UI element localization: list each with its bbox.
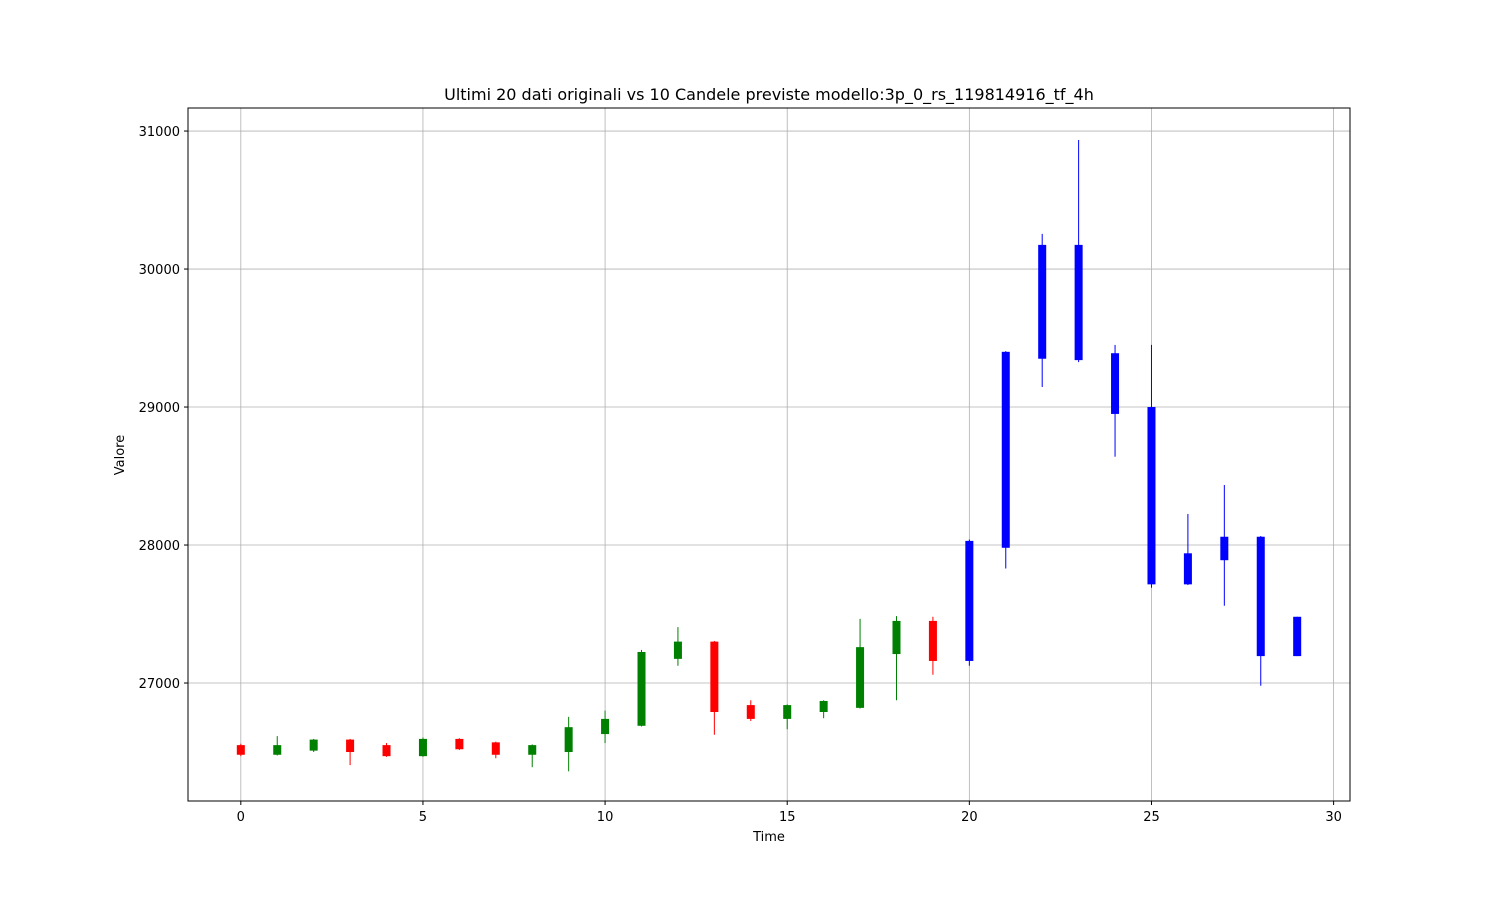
x-axis-label: Time bbox=[752, 830, 785, 845]
y-tick-label: 31000 bbox=[139, 125, 180, 140]
candle-body bbox=[491, 742, 500, 755]
candle-body bbox=[418, 738, 427, 757]
candle-body bbox=[1111, 353, 1120, 414]
candle-body bbox=[382, 745, 391, 757]
candle-body bbox=[1074, 244, 1083, 361]
y-tick-label: 29000 bbox=[139, 401, 180, 416]
candle-body bbox=[1293, 616, 1302, 657]
candle-body bbox=[455, 738, 464, 750]
candle-body bbox=[819, 700, 828, 712]
y-tick-label: 30000 bbox=[139, 263, 180, 278]
candle-body bbox=[236, 745, 245, 755]
candle-body bbox=[601, 718, 610, 735]
candle-body bbox=[746, 705, 755, 719]
candle-body bbox=[710, 641, 719, 712]
candle-body bbox=[528, 745, 537, 755]
x-tick-label: 0 bbox=[237, 810, 245, 825]
x-tick-label: 10 bbox=[597, 810, 614, 825]
y-axis-label: Valore bbox=[113, 435, 128, 475]
candle-body bbox=[1001, 351, 1010, 548]
candle-body bbox=[309, 739, 318, 751]
x-tick-label: 20 bbox=[961, 810, 978, 825]
candle-body bbox=[856, 647, 865, 708]
chart-title: Ultimi 20 dati originali vs 10 Candele p… bbox=[444, 85, 1094, 105]
candle-body bbox=[1038, 244, 1047, 359]
candle-body bbox=[273, 745, 282, 755]
candle-body bbox=[564, 727, 573, 753]
candle-body bbox=[1147, 407, 1156, 585]
candle-body bbox=[637, 651, 646, 726]
candle-body bbox=[1220, 536, 1229, 561]
candle-body bbox=[965, 540, 974, 661]
candle-body bbox=[783, 705, 792, 719]
y-tick-label: 28000 bbox=[139, 539, 180, 554]
plot-frame bbox=[187, 107, 1351, 802]
candle-body bbox=[928, 620, 937, 661]
x-tick-label: 15 bbox=[779, 810, 796, 825]
x-tick-label: 5 bbox=[419, 810, 427, 825]
x-tick-label: 30 bbox=[1325, 810, 1342, 825]
candle-body bbox=[892, 620, 901, 655]
candle-body bbox=[1183, 553, 1192, 585]
candle-body bbox=[1256, 536, 1265, 657]
y-tick-label: 27000 bbox=[139, 677, 180, 692]
candle-body bbox=[346, 739, 355, 753]
candle-body bbox=[673, 641, 682, 659]
x-tick-label: 25 bbox=[1143, 810, 1160, 825]
